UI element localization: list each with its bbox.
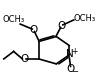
Text: OCH₃: OCH₃: [73, 14, 95, 23]
Text: −: −: [71, 67, 78, 76]
Text: O: O: [66, 64, 75, 74]
Text: +: +: [71, 47, 78, 56]
Text: N: N: [66, 49, 73, 59]
Text: O: O: [29, 25, 37, 35]
Text: O: O: [20, 54, 29, 64]
Text: OCH₃: OCH₃: [3, 15, 25, 24]
Text: O: O: [58, 21, 66, 31]
